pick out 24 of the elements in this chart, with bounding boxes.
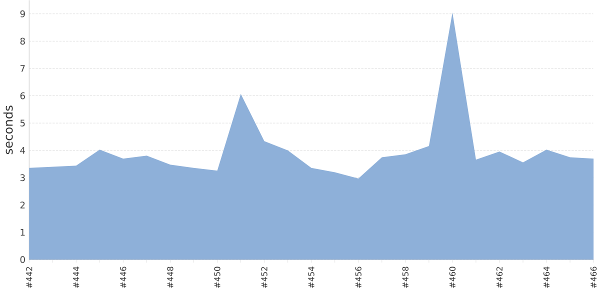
y-tick-label: 7 xyxy=(20,65,25,72)
x-tick-label: #462 xyxy=(496,267,503,288)
y-tick-label: 2 xyxy=(20,202,25,208)
y-tick-label: 8 xyxy=(20,38,25,45)
x-tick-label: #466 xyxy=(590,266,597,288)
x-tick-label: #442 xyxy=(26,267,32,288)
y-tick-label: 3 xyxy=(20,174,25,182)
y-axis-title: seconds xyxy=(3,106,13,154)
x-tick-label: #450 xyxy=(214,266,220,288)
x-tick-label: #456 xyxy=(355,266,362,288)
y-tick-label: 9 xyxy=(20,10,25,18)
x-tick-label: #446 xyxy=(120,266,126,288)
x-tick-label: #464 xyxy=(543,266,550,288)
y-tick-label: 1 xyxy=(20,229,25,236)
x-tick-label: #444 xyxy=(73,266,80,288)
y-tick-label: 6 xyxy=(20,92,25,100)
y-tick-label: 4 xyxy=(20,147,26,154)
x-tick-label: #448 xyxy=(167,266,174,288)
x-tick-label: #460 xyxy=(449,266,456,288)
y-tick-label: 0 xyxy=(20,256,25,264)
y-tick-label: 5 xyxy=(20,120,25,127)
x-tick-label: #454 xyxy=(308,266,314,288)
x-tick-label: #452 xyxy=(261,267,268,288)
x-tick-label: #458 xyxy=(402,266,408,288)
